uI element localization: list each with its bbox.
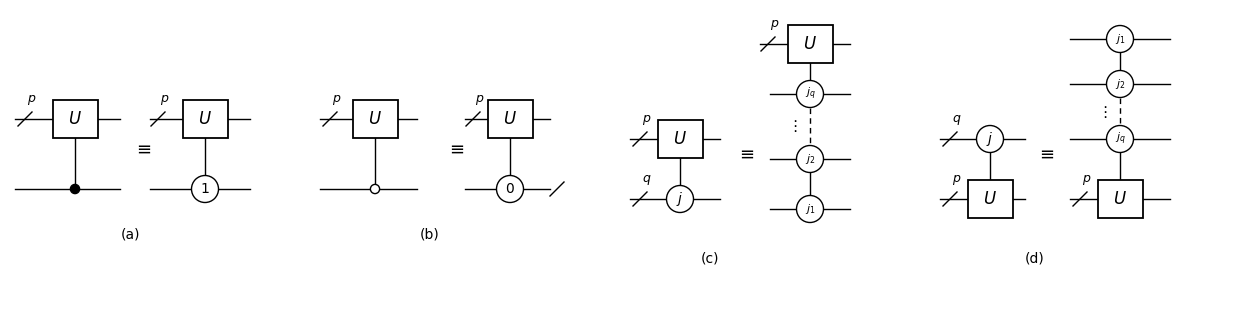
Text: $p$: $p$	[642, 113, 652, 127]
Circle shape	[1106, 71, 1133, 98]
Text: $U$: $U$	[368, 110, 382, 128]
Circle shape	[1106, 26, 1133, 52]
Text: $\vdots$: $\vdots$	[787, 119, 797, 134]
Text: $\equiv$: $\equiv$	[735, 145, 754, 163]
FancyBboxPatch shape	[787, 25, 832, 63]
Text: $\equiv$: $\equiv$	[445, 140, 464, 158]
FancyBboxPatch shape	[182, 100, 227, 138]
Text: $p$: $p$	[160, 93, 170, 107]
Circle shape	[667, 186, 693, 213]
Circle shape	[977, 125, 1003, 153]
Text: $U$: $U$	[503, 110, 517, 128]
FancyBboxPatch shape	[1097, 180, 1142, 218]
Circle shape	[496, 176, 523, 202]
Text: $p$: $p$	[1083, 173, 1091, 187]
Text: $U$: $U$	[983, 190, 997, 208]
Text: $j_q$: $j_q$	[805, 86, 816, 102]
FancyBboxPatch shape	[52, 100, 98, 138]
FancyBboxPatch shape	[352, 100, 398, 138]
Text: $q$: $q$	[642, 173, 652, 187]
Circle shape	[796, 195, 823, 223]
Text: $p$: $p$	[952, 173, 962, 187]
Text: (c): (c)	[701, 252, 719, 266]
Text: $U$: $U$	[68, 110, 82, 128]
FancyBboxPatch shape	[967, 180, 1013, 218]
Text: $p$: $p$	[770, 18, 780, 32]
Text: $U$: $U$	[1114, 190, 1127, 208]
Text: (d): (d)	[1025, 252, 1045, 266]
Text: $1$: $1$	[200, 182, 210, 196]
Circle shape	[71, 184, 79, 194]
Circle shape	[191, 176, 218, 202]
Circle shape	[796, 80, 823, 108]
Text: $p$: $p$	[332, 93, 342, 107]
Text: $j_2$: $j_2$	[1115, 77, 1125, 91]
Text: $p$: $p$	[27, 93, 37, 107]
Circle shape	[1106, 125, 1133, 153]
Text: $\vdots$: $\vdots$	[1097, 103, 1107, 120]
Text: $j$: $j$	[676, 190, 683, 208]
Text: $\equiv$: $\equiv$	[133, 140, 151, 158]
Text: $q$: $q$	[952, 113, 962, 127]
Text: $p$: $p$	[475, 93, 485, 107]
FancyBboxPatch shape	[657, 120, 703, 158]
Text: $j_1$: $j_1$	[1115, 32, 1125, 46]
Text: $U$: $U$	[804, 35, 817, 53]
Text: $U$: $U$	[198, 110, 212, 128]
FancyBboxPatch shape	[487, 100, 532, 138]
Text: $0$: $0$	[505, 182, 515, 196]
Text: $j$: $j$	[986, 130, 993, 148]
Circle shape	[796, 145, 823, 172]
Text: (a): (a)	[120, 227, 140, 241]
Circle shape	[371, 184, 379, 194]
Text: $U$: $U$	[673, 130, 687, 148]
Text: $j_1$: $j_1$	[805, 202, 815, 216]
Text: $\equiv$: $\equiv$	[1035, 145, 1054, 163]
Text: $j_q$: $j_q$	[1115, 131, 1126, 147]
Text: (b): (b)	[420, 227, 440, 241]
Text: $j_2$: $j_2$	[805, 152, 815, 166]
